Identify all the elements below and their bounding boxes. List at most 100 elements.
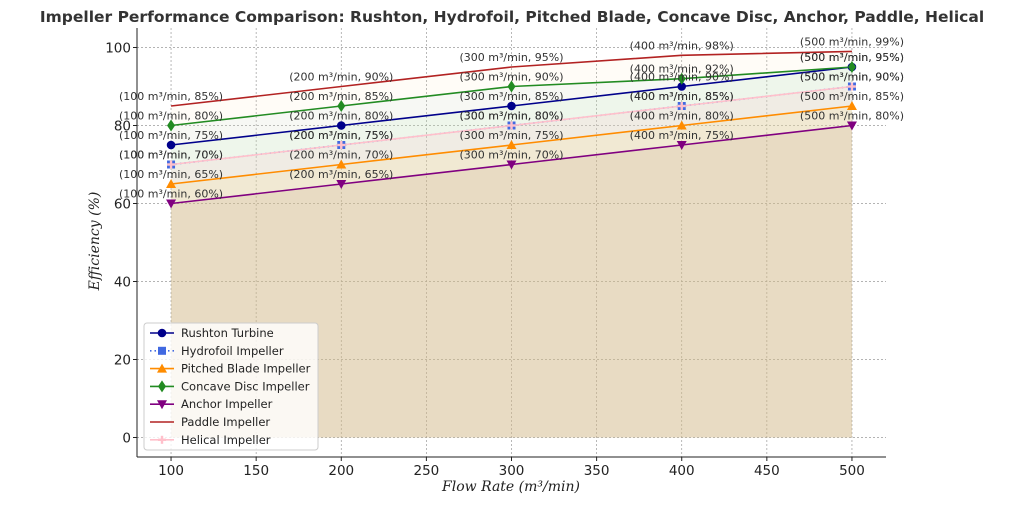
data-label: (100 m³/min, 70%) bbox=[119, 149, 223, 162]
data-point bbox=[676, 120, 687, 130]
data-point bbox=[846, 101, 857, 110]
data-label: (500 m³/min, 80%) bbox=[800, 110, 904, 123]
data-label: (200 m³/min, 80%) bbox=[289, 110, 393, 123]
y-tick-label: 60 bbox=[114, 197, 131, 213]
data-point bbox=[166, 199, 177, 209]
data-label: (300 m³/min, 75%) bbox=[459, 129, 563, 142]
legend-label: Hydrofoil Impeller bbox=[181, 344, 284, 358]
x-tick-label: 450 bbox=[754, 463, 780, 479]
data-point bbox=[157, 328, 167, 338]
data-label: (500 m³/min, 95%) bbox=[800, 51, 904, 64]
data-point bbox=[166, 179, 177, 188]
data-point bbox=[507, 80, 516, 93]
data-label: (200 m³/min, 65%) bbox=[289, 168, 393, 181]
data-point bbox=[677, 72, 686, 85]
data-point bbox=[336, 159, 347, 169]
data-point bbox=[337, 100, 346, 112]
data-point bbox=[847, 82, 856, 91]
data-label: (300 m³/min, 70%) bbox=[459, 149, 563, 162]
legend-item: Paddle Impeller bbox=[150, 415, 270, 429]
legend-item: Helical Impeller bbox=[150, 433, 271, 447]
data-point bbox=[677, 102, 686, 110]
data-label: (500 m³/min, 90%) bbox=[800, 71, 904, 84]
data-label: (300 m³/min, 80%) bbox=[459, 110, 563, 123]
data-label: (100 m³/min, 60%) bbox=[119, 188, 223, 201]
legend-label: Rushton Turbine bbox=[181, 326, 274, 340]
x-tick-label: 250 bbox=[413, 463, 439, 479]
data-label: (200 m³/min, 75%) bbox=[289, 129, 393, 142]
data-label: (200 m³/min, 90%) bbox=[289, 71, 393, 84]
legend-box bbox=[143, 322, 319, 451]
data-point bbox=[847, 61, 856, 73]
data-point bbox=[506, 140, 517, 149]
data-label: (200 m³/min, 70%) bbox=[289, 149, 393, 162]
data-label: (400 m³/min, 75%) bbox=[630, 129, 734, 142]
data-point bbox=[676, 141, 687, 150]
data-label: (300 m³/min, 85%) bbox=[459, 90, 563, 103]
x-tick-label: 300 bbox=[499, 463, 525, 479]
y-tick-label: 100 bbox=[105, 41, 131, 57]
data-point bbox=[157, 363, 167, 373]
data-point bbox=[507, 121, 516, 130]
data-label: (400 m³/min, 92%) bbox=[630, 63, 734, 76]
data-label: (300 m³/min, 95%) bbox=[459, 51, 563, 64]
plot-area: (100 m³/min, 75%) (200 m³/min, 80%) (300 m… bbox=[105, 28, 904, 479]
data-label: (500 m³/min, 85%) bbox=[800, 90, 904, 103]
data-label: (500 m³/min, 90%) bbox=[800, 71, 904, 84]
legend-label: Concave Disc Impeller bbox=[181, 379, 310, 393]
x-tick-label: 400 bbox=[669, 463, 695, 479]
data-label: (400 m³/min, 85%) bbox=[630, 90, 734, 103]
data-point bbox=[507, 101, 516, 111]
legend: Rushton Turbine Hydrofoil Impeller Pitched… bbox=[143, 322, 319, 451]
series-fill bbox=[171, 125, 852, 438]
data-label: (500 m³/min, 99%) bbox=[800, 35, 904, 48]
data-point bbox=[337, 141, 346, 149]
x-tick-label: 150 bbox=[243, 463, 269, 479]
data-point bbox=[158, 346, 166, 355]
series-fill bbox=[171, 86, 852, 438]
data-label: (500 m³/min, 95%) bbox=[800, 51, 904, 64]
data-label: (300 m³/min, 80%) bbox=[459, 110, 563, 123]
y-axis-label: Efficiency (%) bbox=[87, 192, 103, 292]
legend-label: Anchor Impeller bbox=[181, 397, 273, 411]
data-point bbox=[506, 160, 517, 170]
data-label: (300 m³/min, 90%) bbox=[459, 71, 563, 84]
legend-item: Pitched Blade Impeller bbox=[150, 362, 311, 376]
legend-item: Concave Disc Impeller bbox=[150, 379, 310, 393]
y-tick-label: 20 bbox=[114, 353, 131, 369]
data-label: (400 m³/min, 85%) bbox=[630, 90, 734, 103]
x-tick-label: 350 bbox=[584, 463, 610, 479]
data-label: (100 m³/min, 65%) bbox=[119, 168, 223, 181]
x-tick-label: 500 bbox=[839, 463, 865, 479]
y-tick-label: 0 bbox=[122, 431, 131, 447]
data-point bbox=[167, 119, 176, 132]
series-line bbox=[170, 50, 852, 107]
data-label: (100 m³/min, 85%) bbox=[119, 90, 223, 103]
x-tick-label: 200 bbox=[328, 463, 354, 479]
y-tick-label: 40 bbox=[114, 275, 131, 291]
data-point bbox=[158, 435, 166, 444]
data-point bbox=[158, 380, 166, 393]
data-point bbox=[846, 121, 857, 131]
data-label: (400 m³/min, 98%) bbox=[630, 39, 734, 52]
data-point bbox=[157, 400, 167, 410]
legend-item: Anchor Impeller bbox=[150, 397, 273, 411]
legend-item: Hydrofoil Impeller bbox=[150, 344, 284, 358]
data-label: (400 m³/min, 90%) bbox=[630, 71, 734, 84]
data-point bbox=[336, 180, 347, 189]
legend-label: Paddle Impeller bbox=[181, 415, 270, 429]
x-axis-label: Flow Rate (m³/min) bbox=[441, 479, 580, 495]
data-label: (100 m³/min, 80%) bbox=[119, 110, 223, 123]
y-tick-label: 80 bbox=[114, 119, 131, 135]
data-point bbox=[166, 140, 176, 150]
series-fill bbox=[171, 86, 852, 438]
data-point bbox=[677, 82, 687, 91]
x-tick-label: 100 bbox=[158, 463, 184, 479]
legend-label: Helical Impeller bbox=[181, 433, 271, 447]
data-point bbox=[336, 121, 346, 130]
legend-label: Pitched Blade Impeller bbox=[181, 362, 311, 376]
data-point bbox=[167, 160, 176, 169]
legend-item: Rushton Turbine bbox=[150, 326, 274, 340]
